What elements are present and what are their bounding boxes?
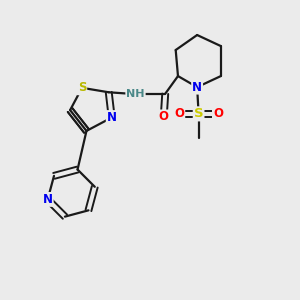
Text: S: S <box>78 81 86 94</box>
Text: O: O <box>159 110 169 123</box>
Text: O: O <box>213 107 223 120</box>
Text: N: N <box>107 111 117 124</box>
Text: N: N <box>192 81 202 94</box>
Text: S: S <box>194 107 203 120</box>
Text: N: N <box>43 193 53 206</box>
Text: NH: NH <box>126 89 145 99</box>
Text: O: O <box>174 107 184 120</box>
